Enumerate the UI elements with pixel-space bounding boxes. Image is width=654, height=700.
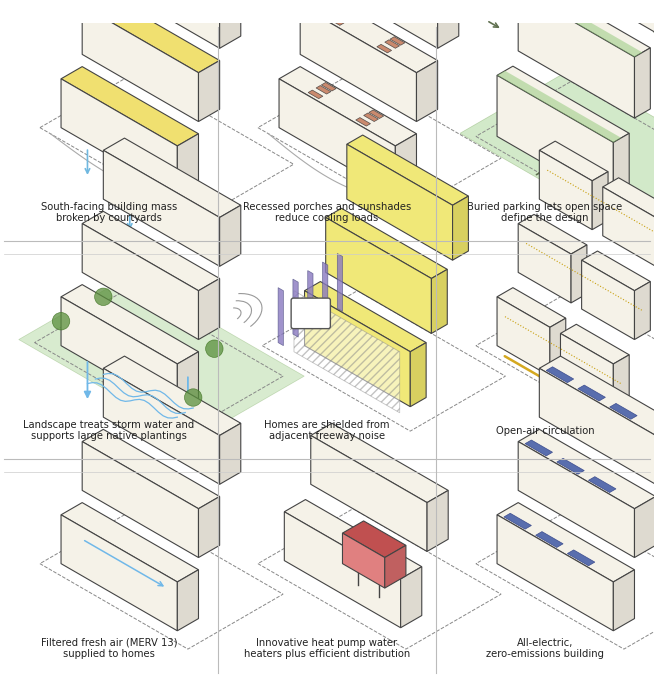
Polygon shape: [518, 214, 587, 254]
Polygon shape: [385, 545, 406, 588]
Polygon shape: [613, 355, 629, 413]
Circle shape: [184, 389, 202, 406]
Polygon shape: [560, 324, 629, 364]
Polygon shape: [504, 513, 532, 529]
Polygon shape: [518, 0, 650, 57]
Polygon shape: [61, 66, 198, 146]
Polygon shape: [401, 567, 422, 628]
Polygon shape: [284, 500, 422, 579]
Polygon shape: [322, 262, 328, 320]
Polygon shape: [321, 83, 336, 91]
Polygon shape: [592, 172, 608, 230]
Polygon shape: [356, 118, 371, 126]
Polygon shape: [329, 17, 344, 25]
Polygon shape: [560, 333, 613, 413]
Polygon shape: [497, 514, 613, 631]
Polygon shape: [610, 403, 637, 419]
Polygon shape: [198, 279, 220, 340]
Polygon shape: [82, 223, 198, 340]
Polygon shape: [103, 0, 220, 48]
Polygon shape: [343, 533, 385, 588]
Polygon shape: [308, 90, 323, 99]
Polygon shape: [279, 66, 417, 146]
Polygon shape: [82, 429, 220, 509]
Polygon shape: [177, 134, 198, 195]
Polygon shape: [634, 281, 650, 340]
Polygon shape: [385, 40, 400, 48]
Polygon shape: [518, 442, 634, 557]
Polygon shape: [497, 71, 621, 143]
Polygon shape: [326, 218, 432, 333]
Polygon shape: [61, 503, 198, 582]
Polygon shape: [395, 134, 417, 195]
Polygon shape: [518, 223, 571, 303]
Polygon shape: [581, 260, 634, 340]
Text: South-facing building mass
broken by courtyards: South-facing building mass broken by cou…: [41, 202, 177, 223]
Polygon shape: [103, 368, 220, 484]
Polygon shape: [19, 275, 304, 440]
Polygon shape: [410, 342, 426, 407]
Polygon shape: [518, 0, 642, 57]
Polygon shape: [634, 496, 654, 557]
Polygon shape: [518, 0, 634, 118]
Polygon shape: [300, 6, 417, 122]
Polygon shape: [557, 458, 584, 474]
Polygon shape: [305, 281, 426, 351]
Text: Recessed porches and sunshades
reduce cooling loads: Recessed porches and sunshades reduce co…: [243, 202, 411, 223]
Polygon shape: [279, 79, 395, 195]
Polygon shape: [571, 245, 587, 303]
Polygon shape: [369, 110, 384, 118]
Polygon shape: [177, 351, 198, 413]
Polygon shape: [578, 385, 606, 401]
Polygon shape: [603, 187, 654, 266]
Polygon shape: [311, 424, 448, 503]
Polygon shape: [497, 503, 634, 582]
Polygon shape: [103, 150, 220, 266]
Polygon shape: [603, 178, 654, 218]
FancyBboxPatch shape: [291, 298, 330, 328]
Polygon shape: [337, 253, 343, 312]
Polygon shape: [278, 288, 283, 346]
Polygon shape: [540, 141, 608, 181]
Polygon shape: [103, 356, 241, 435]
Polygon shape: [613, 570, 634, 631]
Polygon shape: [82, 0, 220, 73]
Polygon shape: [177, 570, 198, 631]
Polygon shape: [460, 69, 654, 231]
Polygon shape: [536, 531, 563, 547]
Text: Innovative heat pump water
heaters plus efficient distribution: Innovative heat pump water heaters plus …: [244, 638, 410, 659]
Polygon shape: [343, 521, 406, 557]
Polygon shape: [518, 429, 654, 509]
Text: All-electric,
zero-emissions building: All-electric, zero-emissions building: [486, 638, 604, 659]
Polygon shape: [82, 6, 198, 122]
Circle shape: [205, 340, 223, 358]
Polygon shape: [82, 442, 198, 557]
Polygon shape: [497, 297, 550, 376]
Polygon shape: [61, 514, 177, 631]
Polygon shape: [540, 356, 654, 435]
Polygon shape: [546, 367, 574, 383]
Polygon shape: [417, 60, 438, 122]
Text: Landscape treats storm water and
supports large native plantings: Landscape treats storm water and support…: [24, 420, 195, 442]
Polygon shape: [613, 133, 629, 204]
Polygon shape: [284, 512, 401, 628]
Polygon shape: [321, 0, 438, 48]
Polygon shape: [540, 368, 654, 484]
Polygon shape: [497, 66, 629, 143]
Polygon shape: [525, 440, 553, 456]
Polygon shape: [343, 9, 357, 18]
Circle shape: [52, 312, 70, 330]
Text: Homes are shielded from
adjacent freeway noise: Homes are shielded from adjacent freeway…: [264, 420, 390, 442]
Polygon shape: [634, 48, 650, 118]
Polygon shape: [589, 477, 616, 493]
Polygon shape: [61, 297, 177, 413]
Polygon shape: [581, 251, 650, 290]
Polygon shape: [308, 271, 313, 328]
Text: Filtered fresh air (MERV 13)
supplied to homes: Filtered fresh air (MERV 13) supplied to…: [41, 638, 177, 659]
Polygon shape: [347, 144, 453, 260]
Polygon shape: [311, 435, 427, 552]
Polygon shape: [326, 209, 447, 279]
Polygon shape: [432, 270, 447, 333]
Polygon shape: [390, 36, 405, 46]
Polygon shape: [293, 279, 298, 337]
